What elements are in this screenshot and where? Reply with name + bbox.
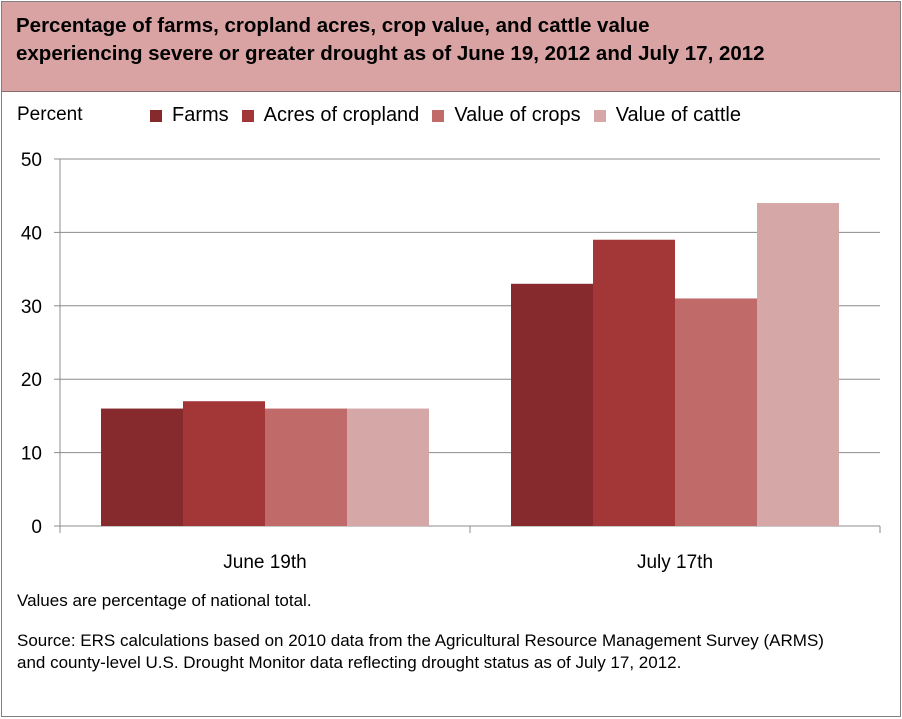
- chart-title: Percentage of farms, cropland acres, cro…: [16, 12, 891, 68]
- y-axis-label: Percent: [17, 104, 83, 125]
- legend-item-acres-of-cropland: Acres of cropland: [241, 104, 420, 127]
- y-tick-label-10: 10: [21, 444, 42, 465]
- bar-acres-of-cropland-july-17th: [593, 239, 675, 527]
- x-tick-label-june-19th: June 19th: [223, 552, 306, 573]
- y-tick-label-40: 40: [21, 223, 42, 244]
- y-tick-label-20: 20: [21, 370, 42, 391]
- legend-swatch-acres-of-cropland: [241, 109, 254, 122]
- bar-value-of-cattle-june-19th: [347, 408, 429, 526]
- legend-swatch-value-of-crops: [432, 109, 445, 122]
- bar-value-of-crops-july-17th: [675, 298, 757, 526]
- chart-title-line-1: Percentage of farms, cropland acres, cro…: [16, 14, 650, 37]
- chart-title-line-2: experiencing severe or greater drought a…: [16, 42, 765, 65]
- legend-item-value-of-crops: Value of crops: [432, 104, 581, 127]
- bar-acres-of-cropland-june-19th: [183, 401, 265, 526]
- legend-label-value-of-crops: Value of crops: [454, 104, 581, 126]
- x-tick-label-july-17th: July 17th: [637, 552, 713, 573]
- source-note: Source: ERS calculations based on 2010 d…: [17, 631, 824, 672]
- legend-label-farms: Farms: [172, 104, 229, 126]
- y-tick-label-50: 50: [21, 150, 42, 171]
- values-note: Values are percentage of national total.: [17, 591, 312, 610]
- y-tick-label-0: 0: [31, 517, 42, 538]
- bar-farms-june-19th: [101, 408, 183, 526]
- legend-label-value-of-cattle: Value of cattle: [615, 104, 741, 126]
- y-tick-label-30: 30: [21, 297, 42, 318]
- chart-header: Percentage of farms, cropland acres, cro…: [2, 2, 900, 92]
- chart-legend: Farms Acres of cropland Value of crops V…: [150, 104, 754, 127]
- legend-label-acres-of-cropland: Acres of cropland: [263, 104, 420, 126]
- legend-item-farms: Farms: [150, 104, 229, 127]
- bar-value-of-crops-june-19th: [265, 408, 347, 526]
- bar-farms-july-17th: [511, 283, 593, 526]
- legend-swatch-farms: [150, 109, 162, 122]
- legend-swatch-value-of-cattle: [593, 109, 606, 122]
- legend-item-value-of-cattle: Value of cattle: [593, 104, 741, 127]
- bar-value-of-cattle-july-17th: [757, 203, 839, 527]
